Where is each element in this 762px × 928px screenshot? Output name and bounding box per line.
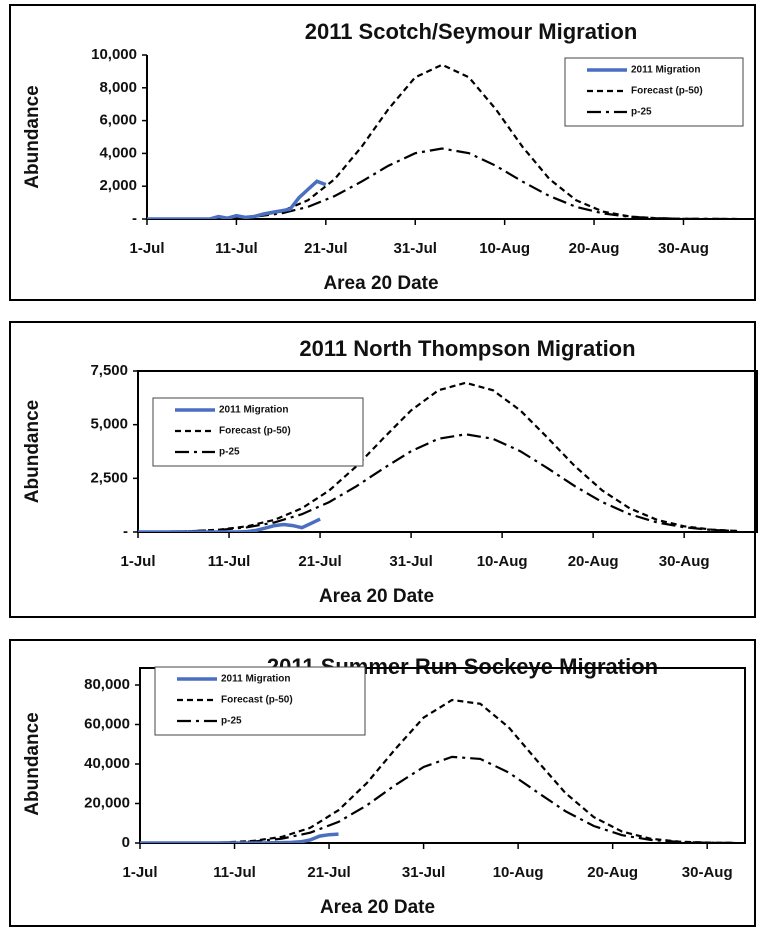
panel-border <box>9 321 756 618</box>
series-line <box>140 755 736 843</box>
y-tick-label: 8,000 <box>99 79 137 96</box>
legend-label: Forecast (p-50) <box>221 695 293 706</box>
x-tick-label: 31-Jul <box>394 240 437 257</box>
x-tick-label: 31-Jul <box>389 553 432 570</box>
y-tick-label: 10,000 <box>91 46 137 63</box>
y-tick-label: 80,000 <box>84 676 130 693</box>
x-tick-label: 20-Aug <box>569 240 620 257</box>
x-tick-label: 21-Jul <box>298 553 341 570</box>
x-tick-label: 20-Aug <box>587 864 638 881</box>
series-line <box>140 832 339 843</box>
y-axis-label: Abundance <box>22 85 43 188</box>
chart-title: 2011 Scotch/Seymour Migration <box>305 19 638 44</box>
y-tick-label: - <box>132 210 137 227</box>
x-tick-label: 20-Aug <box>568 553 619 570</box>
x-tick-label: 30-Aug <box>659 553 710 570</box>
x-axis-label: Area 20 Date <box>323 273 438 294</box>
x-axis-label: Area 20 Date <box>320 897 435 918</box>
x-tick-label: 11-Jul <box>215 240 258 257</box>
plot-frame <box>137 370 758 533</box>
series-line <box>147 179 327 219</box>
chart-title: 2011 North Thompson Migration <box>299 336 635 361</box>
y-tick-label: 7,500 <box>90 362 128 379</box>
chart: 2011 Scotch/Seymour Migration Abundance Ar… <box>9 4 756 301</box>
chart: 2011 Summer Run Sockeye MigrationAbundan… <box>9 639 756 927</box>
x-tick-label: 30-Aug <box>658 240 709 257</box>
x-tick-label: 11-Jul <box>208 553 251 570</box>
legend-label: p-25 <box>219 447 240 458</box>
x-tick-label: 1-Jul <box>120 553 155 570</box>
y-axis-label: Abundance <box>22 712 43 815</box>
x-tick-label: 30-Aug <box>682 864 733 881</box>
y-tick-label: - <box>123 523 128 540</box>
legend-label: 2011 Migration <box>631 65 700 76</box>
y-tick-label: 2,500 <box>90 469 128 486</box>
series-line <box>138 517 321 532</box>
x-tick-label: 1-Jul <box>122 864 157 881</box>
x-tick-label: 10-Aug <box>479 240 530 257</box>
chart: 2011 North Thompson Migration Abundance Ar… <box>9 321 758 618</box>
y-tick-label: 60,000 <box>84 715 130 732</box>
x-tick-label: 10-Aug <box>477 553 528 570</box>
series-line <box>138 381 739 532</box>
x-tick-label: 11-Jul <box>213 864 256 881</box>
y-tick-label: 20,000 <box>84 794 130 811</box>
panel-border <box>9 4 756 301</box>
legend-label: 2011 Migration <box>221 674 290 685</box>
legend-label: 2011 Migration <box>219 405 288 416</box>
y-tick-label: 5,000 <box>90 416 128 433</box>
y-tick-label: 40,000 <box>84 755 130 772</box>
y-axis-label: Abundance <box>22 400 43 503</box>
series-line <box>147 147 738 219</box>
x-tick-label: 21-Jul <box>307 864 350 881</box>
series-line <box>140 698 736 843</box>
x-tick-label: 1-Jul <box>129 240 164 257</box>
plot-frame <box>139 667 746 844</box>
legend-label: Forecast (p-50) <box>219 426 291 437</box>
x-tick-label: 21-Jul <box>304 240 347 257</box>
panel-border <box>9 639 756 927</box>
y-tick-label: 4,000 <box>99 144 137 161</box>
x-tick-label: 31-Jul <box>402 864 445 881</box>
y-tick-label: 6,000 <box>99 112 137 129</box>
y-tick-label: 2,000 <box>99 177 137 194</box>
legend-label: p-25 <box>631 107 652 118</box>
x-axis-label: Area 20 Date <box>319 586 434 607</box>
legend-label: Forecast (p-50) <box>631 86 703 97</box>
y-tick-label: 0 <box>122 834 130 851</box>
legend-label: p-25 <box>221 716 242 727</box>
x-tick-label: 10-Aug <box>493 864 544 881</box>
